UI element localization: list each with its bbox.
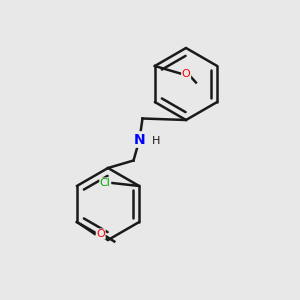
Text: Cl: Cl bbox=[100, 178, 111, 188]
Text: N: N bbox=[134, 133, 145, 146]
Text: H: H bbox=[152, 136, 160, 146]
Text: O: O bbox=[96, 229, 105, 239]
Text: O: O bbox=[182, 68, 190, 79]
